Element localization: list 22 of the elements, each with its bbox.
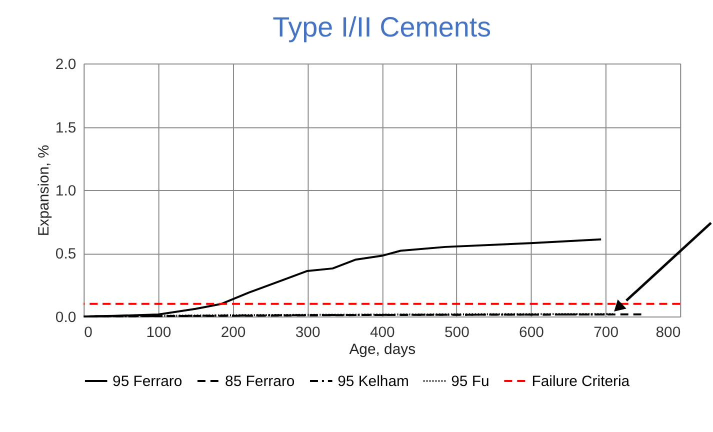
y-tick-label: 2.0 bbox=[55, 56, 76, 74]
legend-label: 95 Ferraro bbox=[112, 372, 182, 390]
y-tick-label: 0.5 bbox=[55, 246, 76, 263]
y-axis-title: Expansion, % bbox=[35, 144, 52, 236]
x-tick-label: 800 bbox=[656, 324, 681, 341]
legend-label: 95 Fu bbox=[451, 372, 490, 390]
x-tick-label: 700 bbox=[594, 324, 619, 341]
x-tick-label: 100 bbox=[146, 324, 172, 341]
x-axis-title: Age, days bbox=[349, 340, 416, 358]
legend-label: 85 Ferraro bbox=[225, 372, 295, 390]
x-tick-label: 400 bbox=[370, 324, 395, 341]
y-tick-label: 0.0 bbox=[55, 308, 76, 326]
legend-label: 95 Kelham bbox=[338, 372, 409, 390]
x-tick-label: 200 bbox=[220, 324, 246, 341]
y-tick-label: 1.0 bbox=[55, 182, 76, 200]
x-tick-label: 0 bbox=[84, 324, 92, 341]
y-tick-label: 1.5 bbox=[55, 119, 76, 136]
chart-title: Type I/II Cements bbox=[272, 12, 492, 43]
x-tick-label: 600 bbox=[519, 324, 544, 341]
legend-label: Failure Criteria bbox=[532, 372, 630, 390]
x-tick-label: 500 bbox=[444, 324, 470, 341]
x-tick-label: 300 bbox=[295, 324, 320, 341]
